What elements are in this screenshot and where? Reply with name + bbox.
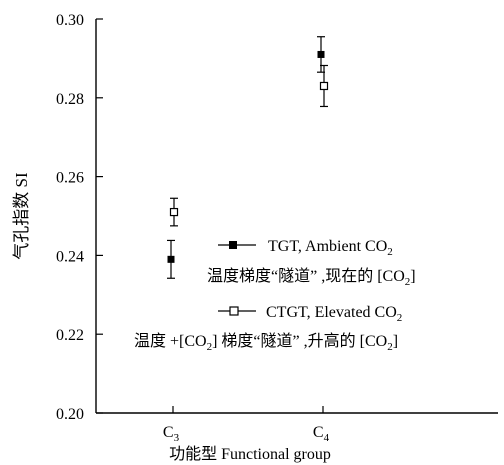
legend-label-elevated-zh: 温度 +[CO2] 梯度“隧道” ,升高的 [CO2] — [134, 332, 398, 353]
legend-marker-ambient — [229, 241, 237, 249]
data-point-ambient — [318, 51, 325, 58]
legend-label-ambient: TGT, Ambient CO2 — [268, 238, 393, 258]
legend-label-ambient-zh: 温度梯度“隧道” ,现在的 [CO2] — [207, 267, 416, 288]
y-tick-label: 0.30 — [56, 12, 84, 29]
data-point-ambient — [168, 256, 175, 263]
x-axis-label: 功能型 Functional group — [169, 445, 331, 463]
y-tick-label: 0.22 — [56, 327, 84, 344]
y-axis-label: 气孔指数 SI — [12, 172, 31, 260]
legend-label-elevated: CTGT, Elevated CO2 — [266, 304, 402, 324]
data-point-elevated — [171, 209, 178, 216]
data-point-elevated — [321, 82, 328, 89]
axes — [96, 19, 498, 413]
x-ticks: C3 C4 — [163, 406, 330, 444]
y-tick-label: 0.20 — [56, 406, 84, 423]
legend: TGT, Ambient CO2 温度梯度“隧道” ,现在的 [CO2] CTGT,… — [134, 238, 416, 353]
y-tick-label: 0.24 — [56, 248, 84, 265]
x-tick-label: C4 — [313, 424, 330, 444]
x-tick-label: C3 — [163, 424, 180, 444]
y-tick-label: 0.28 — [56, 91, 84, 108]
y-tick-label: 0.26 — [56, 170, 84, 187]
legend-marker-elevated — [230, 307, 238, 315]
